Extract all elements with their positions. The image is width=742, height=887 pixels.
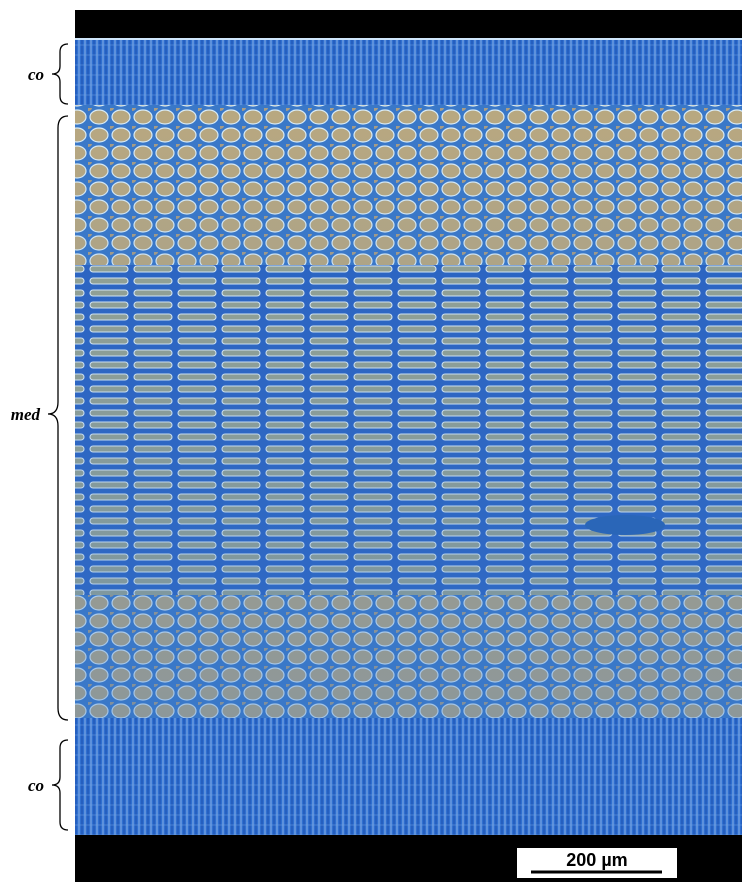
brace-middle xyxy=(47,115,69,721)
cavity xyxy=(585,515,665,535)
medulla-tint xyxy=(75,105,742,720)
brace-bottom xyxy=(51,739,69,831)
brace-top xyxy=(51,43,69,105)
label-top: co xyxy=(28,65,44,84)
upper-cortex xyxy=(75,38,742,105)
lower-cortex xyxy=(75,718,742,835)
label-bottom: co xyxy=(28,776,44,795)
braces xyxy=(47,43,69,831)
label-middle: med xyxy=(11,405,41,424)
scale-bar-label: 200 µm xyxy=(566,850,627,870)
